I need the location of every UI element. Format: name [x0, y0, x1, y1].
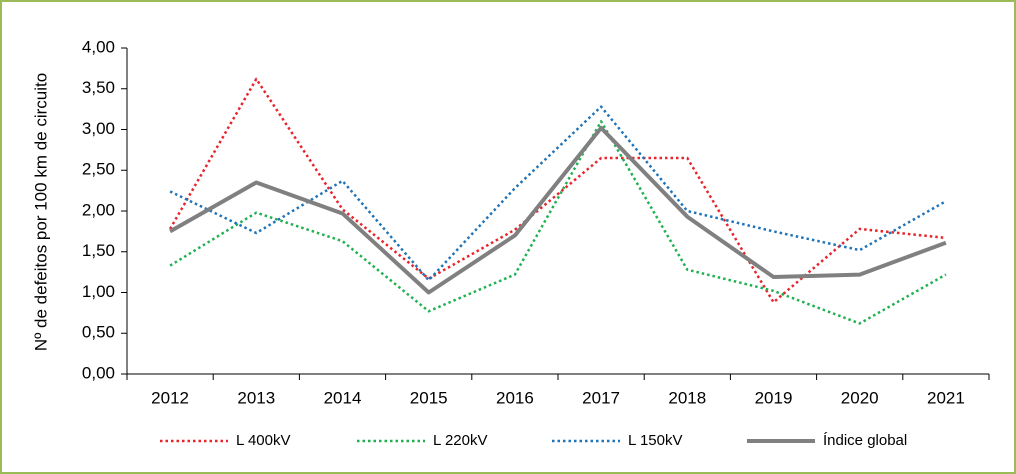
- line-series: [169, 105, 947, 282]
- x-tick-label: 2018: [668, 388, 706, 407]
- y-tick-label: 1,00: [82, 282, 115, 301]
- legend-label: L 150kV: [628, 432, 683, 449]
- x-tick-label: 2013: [237, 388, 275, 407]
- line-series: [169, 125, 947, 295]
- legend-label: L 400kV: [236, 432, 291, 449]
- x-tick-label: 2020: [841, 388, 879, 407]
- x-tick-label: 2016: [496, 388, 534, 407]
- y-tick-label: 1,50: [82, 241, 115, 260]
- y-tick-label: 3,00: [82, 119, 115, 138]
- x-tick-label: 2021: [927, 388, 965, 407]
- legend-label: L 220kV: [433, 432, 488, 449]
- legend-label: Índice global: [823, 432, 907, 449]
- y-tick-label: 0,00: [82, 363, 115, 382]
- y-tick-label: 2,50: [82, 160, 115, 179]
- x-tick-label: 2015: [410, 388, 448, 407]
- y-tick-label: 2,00: [82, 200, 115, 219]
- x-tick-label: 2012: [151, 388, 189, 407]
- x-tick-label: 2014: [324, 388, 362, 407]
- y-tick-label: 0,50: [82, 323, 115, 342]
- y-tick-label: 3,50: [82, 78, 115, 97]
- line-series: [169, 77, 947, 304]
- x-tick-label: 2019: [755, 388, 793, 407]
- line-series: [169, 120, 947, 325]
- x-tick-label: 2017: [582, 388, 620, 407]
- y-tick-label: 4,00: [82, 37, 115, 56]
- y-axis-label: Nº de defeitos por 100 km de circuito: [31, 73, 50, 351]
